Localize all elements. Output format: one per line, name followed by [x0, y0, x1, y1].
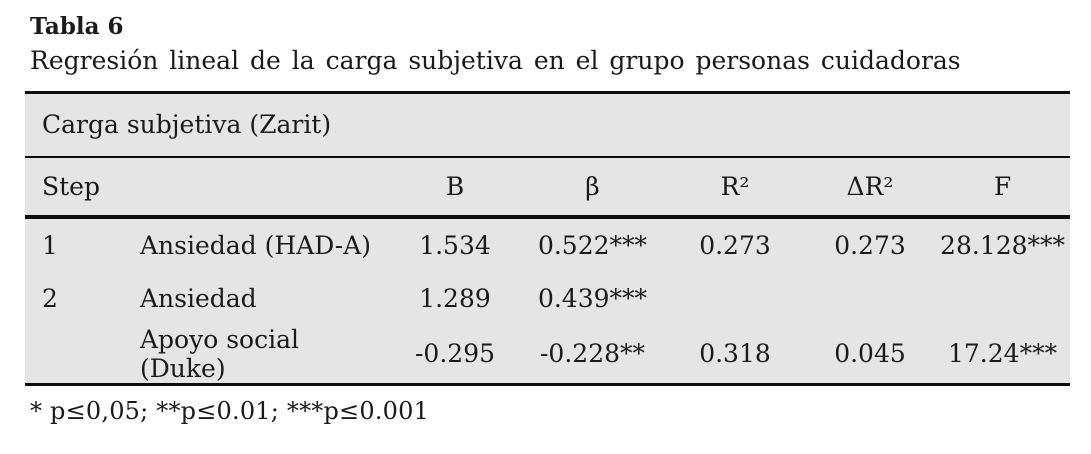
column-header-delta-r2: ΔR² — [805, 156, 935, 219]
column-header-step: Step — [25, 156, 140, 219]
cell-step — [25, 325, 140, 385]
table-row-step2-social-support: Apoyo social (Duke) -0.295 -0.228** 0.31… — [25, 325, 1070, 385]
cell-step: 1 — [42, 230, 58, 260]
column-header-b: B — [390, 156, 520, 219]
cell-delta-r2-value — [805, 272, 935, 325]
table-column-header-row: Step B β R² ΔR² F — [25, 156, 1071, 219]
table-row-step1: 1 Ansiedad (HAD-A) 1.534 0.522*** 0.273 … — [25, 217, 1070, 272]
document-page: Tabla 6 Regresión lineal de la carga sub… — [25, 0, 1071, 425]
table-group-header-row: Carga subjetiva (Zarit) — [25, 92, 1071, 158]
table-number-label: Tabla 6 — [30, 13, 124, 40]
significance-footnote: * p≤0,05; **p≤0.01; ***p≤0.001 — [30, 396, 430, 425]
cell-step: 2 — [42, 283, 58, 313]
cell-beta-value: 0.522*** — [537, 230, 648, 260]
cell-beta-value: -0.228** — [539, 339, 646, 369]
cell-f-value — [935, 272, 1070, 325]
regression-table: Carga subjetiva (Zarit) Step B β R² ΔR² … — [25, 90, 1071, 386]
cell-delta-r2-value: 0.045 — [834, 339, 906, 369]
cell-beta-value: 0.439*** — [537, 283, 648, 313]
cell-r2-value: 0.273 — [699, 230, 771, 260]
column-header-f: F — [935, 156, 1071, 219]
column-header-predictor — [140, 156, 390, 219]
table-title: Regresión lineal de la carga subjetiva e… — [30, 45, 961, 75]
cell-predictor: Ansiedad (HAD-A) — [140, 230, 372, 260]
table-row-step2-anxiety: 2 Ansiedad 1.289 0.439*** — [25, 272, 1070, 325]
cell-predictor: Apoyo social (Duke) — [140, 324, 300, 383]
column-header-r2: R² — [665, 156, 805, 219]
cell-b-value: 1.534 — [419, 230, 491, 260]
table-caption: Tabla 6 Regresión lineal de la carga sub… — [25, 0, 1070, 76]
cell-b-value: -0.295 — [414, 339, 496, 369]
cell-b-value: 1.289 — [419, 283, 491, 313]
cell-predictor: Ansiedad — [140, 283, 257, 313]
cell-r2-value: 0.318 — [699, 339, 771, 369]
cell-f-value: 17.24*** — [948, 339, 1058, 369]
column-header-beta: β — [520, 156, 665, 219]
cell-r2-value — [665, 272, 805, 325]
cell-delta-r2-value: 0.273 — [834, 230, 906, 260]
cell-f-value: 28.128*** — [940, 230, 1066, 260]
table-group-header: Carga subjetiva (Zarit) — [25, 92, 1071, 158]
